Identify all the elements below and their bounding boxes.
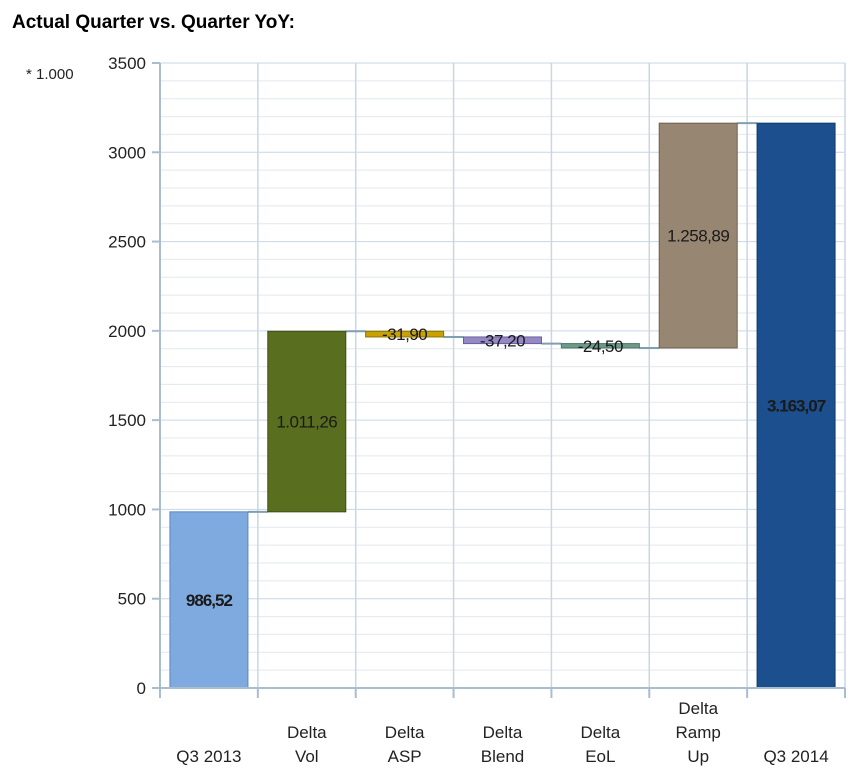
category-label: EoL xyxy=(585,747,615,766)
category-label: Delta xyxy=(581,723,621,742)
bar xyxy=(267,330,347,513)
axis-multiplier: * 1.000 xyxy=(26,66,74,83)
category-label: Up xyxy=(687,747,709,766)
data-label: -31,90 xyxy=(382,325,427,344)
y-tick-label: 2500 xyxy=(108,233,146,252)
data-label: -24,50 xyxy=(578,337,623,356)
bar xyxy=(756,122,836,689)
data-label: -37,20 xyxy=(480,331,525,350)
bar xyxy=(658,122,738,349)
category-label: Q3 2014 xyxy=(763,747,828,766)
y-tick-label: 1000 xyxy=(108,500,146,519)
category-label: Delta xyxy=(483,723,523,742)
data-label: 1.011,26 xyxy=(276,413,337,432)
label-layer: 986,52 1.011,26 -31,90 -37,20 -24,50 1.258,89… xyxy=(186,227,827,610)
data-label: 1.258,89 xyxy=(667,227,729,246)
bar-layer xyxy=(169,122,836,689)
category-label: Q3 2013 xyxy=(176,747,241,766)
category-label: ASP xyxy=(388,747,422,766)
y-tick-label: 3000 xyxy=(108,143,146,162)
y-tick-label: 500 xyxy=(118,590,146,609)
bar xyxy=(560,343,640,349)
y-tick-label: 2000 xyxy=(108,322,146,341)
category-label: Delta xyxy=(385,723,425,742)
chart-title: Actual Quarter vs. Quarter YoY: xyxy=(12,12,295,33)
bar xyxy=(365,330,445,338)
category-label: Vol xyxy=(295,747,319,766)
data-label: 986,52 xyxy=(186,591,233,610)
category-label: Delta xyxy=(678,699,718,718)
category-label: Blend xyxy=(481,747,524,766)
category-label: Delta xyxy=(287,723,327,742)
y-tick-label: 0 xyxy=(137,679,146,698)
bar xyxy=(463,336,542,345)
axis-layer: 0 500 1000 1500 2000 2500 3000 3500 Q3 2013 Delta… xyxy=(108,54,846,766)
grid-layer xyxy=(160,62,846,688)
bar xyxy=(169,511,249,689)
y-tick-label: 1500 xyxy=(108,411,146,430)
y-tick-label: 3500 xyxy=(108,54,146,73)
connector-layer xyxy=(247,122,758,513)
category-label: Ramp xyxy=(676,723,721,742)
data-label: 3.163,07 xyxy=(767,397,826,416)
